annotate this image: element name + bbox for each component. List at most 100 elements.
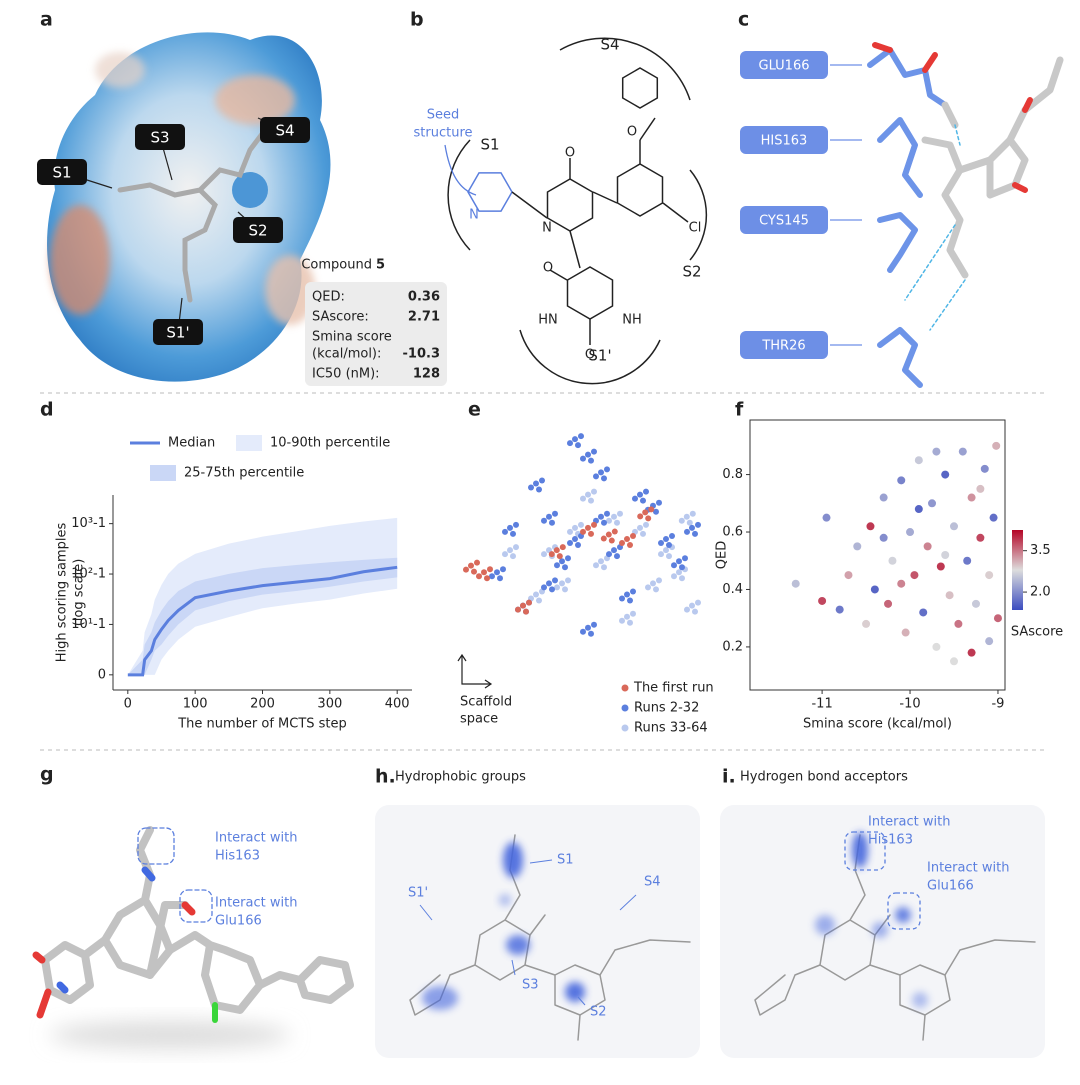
scatter-point	[844, 571, 853, 580]
x-tick-label: 100	[183, 697, 208, 712]
ring	[616, 163, 664, 217]
residue-tag	[740, 51, 828, 79]
stick	[877, 327, 923, 388]
stick	[181, 901, 196, 916]
scatter-point	[611, 528, 618, 535]
stick	[869, 964, 951, 1016]
atom-label: N	[542, 221, 552, 236]
scatter-point	[507, 524, 513, 531]
y-axis-label: QED	[715, 541, 730, 569]
ring	[546, 178, 594, 232]
x-tick-label: 200	[250, 697, 275, 712]
scatter-point	[523, 608, 529, 615]
stick	[56, 981, 69, 994]
scatter-point	[692, 530, 698, 537]
site-label: S2	[682, 263, 701, 281]
scatter-point	[663, 547, 669, 554]
residue-tag	[740, 126, 828, 154]
highlight-box	[137, 827, 175, 865]
scatter-point	[567, 440, 573, 447]
highlight-box	[887, 892, 921, 930]
scatter-point	[971, 599, 980, 608]
scatter-point	[980, 464, 989, 473]
x-tick-label: -9	[991, 697, 1004, 712]
scatter-point	[630, 533, 636, 539]
legend-label: 25-75th percentile	[184, 466, 304, 481]
site-label: S1	[52, 164, 71, 182]
residue-label: THR26	[761, 339, 805, 354]
stick	[599, 939, 691, 976]
scatter-point	[835, 605, 844, 614]
scatter-point	[676, 569, 682, 576]
density-blob	[912, 992, 928, 1008]
scatter-point	[463, 566, 469, 573]
scatter-point	[593, 562, 599, 569]
scatter-point	[536, 597, 542, 604]
atom-label: O	[627, 125, 637, 140]
property-value: 2.71	[408, 310, 440, 325]
legend-swatch	[236, 435, 262, 451]
scatter-point	[879, 533, 888, 542]
scatter-point	[585, 491, 591, 498]
density-blob	[872, 922, 888, 938]
percentile-band	[127, 517, 398, 675]
scatter-point	[853, 542, 862, 551]
scatter-point	[468, 562, 474, 569]
scatter-point	[604, 510, 610, 517]
scatter-point	[559, 580, 565, 587]
scatter-point	[552, 577, 558, 584]
bond	[511, 191, 548, 219]
scatter-point	[533, 480, 539, 487]
panel-label: f	[735, 399, 744, 421]
y-tick-label: 0.2	[722, 639, 743, 654]
site-tag	[37, 159, 87, 185]
scatter-point	[630, 588, 636, 595]
scatter-point	[471, 568, 477, 575]
property-name: Smina score	[312, 330, 392, 345]
scatter-point	[645, 584, 651, 591]
scatter-point	[588, 630, 594, 637]
property-name: SAscore:	[312, 310, 369, 325]
scatter-point	[533, 591, 539, 598]
scatter-point	[552, 510, 558, 517]
scatter-point	[666, 553, 672, 560]
pocket-arc	[447, 139, 471, 251]
scatter-point	[932, 447, 941, 456]
pocket-arc	[689, 169, 708, 261]
site-label: S4	[600, 36, 619, 54]
scatter-point	[541, 584, 547, 591]
colorbar	[1012, 530, 1023, 610]
scatter-point	[619, 595, 625, 602]
highlight-box	[179, 889, 213, 923]
scatter-point	[588, 457, 594, 464]
scatter-point	[967, 493, 976, 502]
residue-label: CYS145	[759, 214, 809, 229]
site-tag	[233, 217, 283, 243]
scatter-point	[684, 528, 690, 535]
scatter-point	[671, 562, 677, 569]
scatter-point	[562, 564, 568, 571]
ring	[566, 266, 614, 320]
scatter-point	[941, 470, 950, 479]
scatter-point	[923, 542, 932, 551]
pointer	[419, 904, 433, 921]
scatter-point	[822, 513, 831, 522]
bond	[569, 230, 581, 269]
stick	[146, 901, 189, 979]
stick	[941, 101, 959, 129]
stick	[872, 42, 893, 53]
annotation: Interact with	[927, 861, 1009, 876]
scatter-point	[643, 488, 649, 495]
panel-title: Hydrogen bond acceptors	[740, 770, 908, 785]
h-bond	[904, 224, 956, 301]
scatter-point	[870, 585, 879, 594]
scatter-point	[526, 599, 532, 606]
scatter-point	[591, 448, 597, 455]
x-tick-label: -11	[811, 697, 832, 712]
scatter-point	[500, 566, 506, 573]
site-label: S3	[522, 978, 539, 993]
panel-background	[375, 805, 700, 1058]
scatter-point	[884, 599, 893, 608]
property-name: IC50 (nM):	[312, 367, 380, 382]
stick	[32, 951, 46, 964]
